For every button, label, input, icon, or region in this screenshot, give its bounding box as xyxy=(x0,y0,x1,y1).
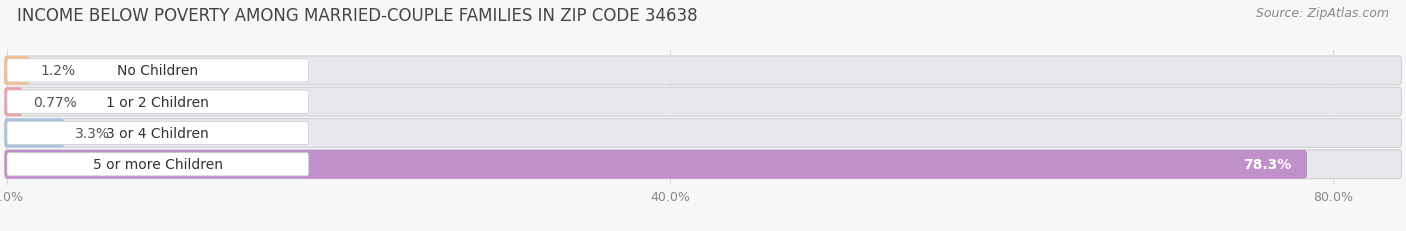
FancyBboxPatch shape xyxy=(7,153,308,176)
FancyBboxPatch shape xyxy=(4,150,1402,179)
Text: 78.3%: 78.3% xyxy=(1243,158,1291,171)
Text: 3 or 4 Children: 3 or 4 Children xyxy=(107,126,209,140)
Text: 1.2%: 1.2% xyxy=(41,64,76,78)
FancyBboxPatch shape xyxy=(4,119,1402,148)
Text: 5 or more Children: 5 or more Children xyxy=(93,158,222,171)
FancyBboxPatch shape xyxy=(7,122,308,145)
FancyBboxPatch shape xyxy=(4,57,30,85)
Text: No Children: No Children xyxy=(117,64,198,78)
FancyBboxPatch shape xyxy=(4,150,1308,179)
FancyBboxPatch shape xyxy=(7,60,308,83)
FancyBboxPatch shape xyxy=(7,91,308,114)
Text: 3.3%: 3.3% xyxy=(75,126,110,140)
FancyBboxPatch shape xyxy=(4,57,1402,85)
Text: 1 or 2 Children: 1 or 2 Children xyxy=(107,95,209,109)
FancyBboxPatch shape xyxy=(4,88,1402,117)
Text: Source: ZipAtlas.com: Source: ZipAtlas.com xyxy=(1256,7,1389,20)
FancyBboxPatch shape xyxy=(4,88,22,117)
Text: 0.77%: 0.77% xyxy=(34,95,77,109)
Text: INCOME BELOW POVERTY AMONG MARRIED-COUPLE FAMILIES IN ZIP CODE 34638: INCOME BELOW POVERTY AMONG MARRIED-COUPL… xyxy=(17,7,697,25)
FancyBboxPatch shape xyxy=(4,119,65,148)
